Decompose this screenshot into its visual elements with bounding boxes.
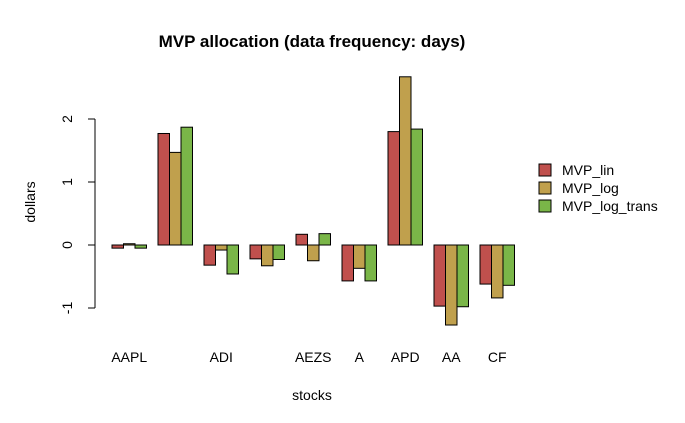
legend-label: MVP_lin (562, 162, 614, 178)
x-tick-label: AA (442, 349, 461, 365)
bars (111, 76, 515, 326)
bar (295, 233, 308, 246)
bar (479, 244, 492, 285)
y-axis: -1 0 1 2 (59, 115, 96, 315)
legend-swatch (538, 199, 552, 213)
bar (491, 244, 504, 299)
bar (157, 132, 170, 246)
x-tick-label: ADI (210, 349, 233, 365)
legend-label: MVP_log_trans (562, 198, 658, 214)
y-tick-label: 1 (59, 178, 75, 186)
bar (364, 244, 377, 282)
bar (502, 244, 515, 286)
legend: MVP_lin MVP_log MVP_log_trans (538, 162, 658, 214)
chart-title: MVP allocation (data frequency: days) (159, 32, 466, 51)
bar (445, 244, 458, 326)
x-tick-label: AEZS (295, 349, 332, 365)
y-tick-label: -1 (59, 302, 75, 315)
y-tick-label: 2 (59, 115, 75, 123)
bar (249, 244, 262, 260)
y-axis-label: dollars (22, 181, 38, 222)
x-tick-label: A (355, 349, 365, 365)
x-tick-label: APD (391, 349, 420, 365)
bar (134, 244, 147, 249)
bar (307, 244, 320, 262)
legend-swatch (538, 163, 552, 177)
x-axis-label: stocks (292, 387, 332, 403)
bar (341, 244, 354, 282)
x-tick-label: AAPL (111, 349, 147, 365)
bar (433, 244, 446, 307)
bar (226, 244, 239, 275)
bar (169, 151, 182, 246)
bar (215, 244, 228, 251)
bar (399, 76, 412, 246)
bar (180, 126, 193, 246)
bar (272, 244, 285, 260)
legend-swatch (538, 181, 552, 195)
bar (111, 244, 124, 249)
bar (261, 244, 274, 267)
bar (318, 233, 331, 246)
legend-label: MVP_log (562, 180, 619, 196)
bar (123, 243, 136, 246)
bar (203, 244, 216, 266)
bar (353, 244, 366, 269)
y-tick-label: 0 (59, 241, 75, 249)
bar (456, 244, 469, 308)
bar (410, 128, 423, 246)
x-tick-labels: AAPL ADI AEZS A APD AA CF (111, 349, 506, 365)
bar (387, 131, 400, 246)
x-tick-label: CF (488, 349, 507, 365)
